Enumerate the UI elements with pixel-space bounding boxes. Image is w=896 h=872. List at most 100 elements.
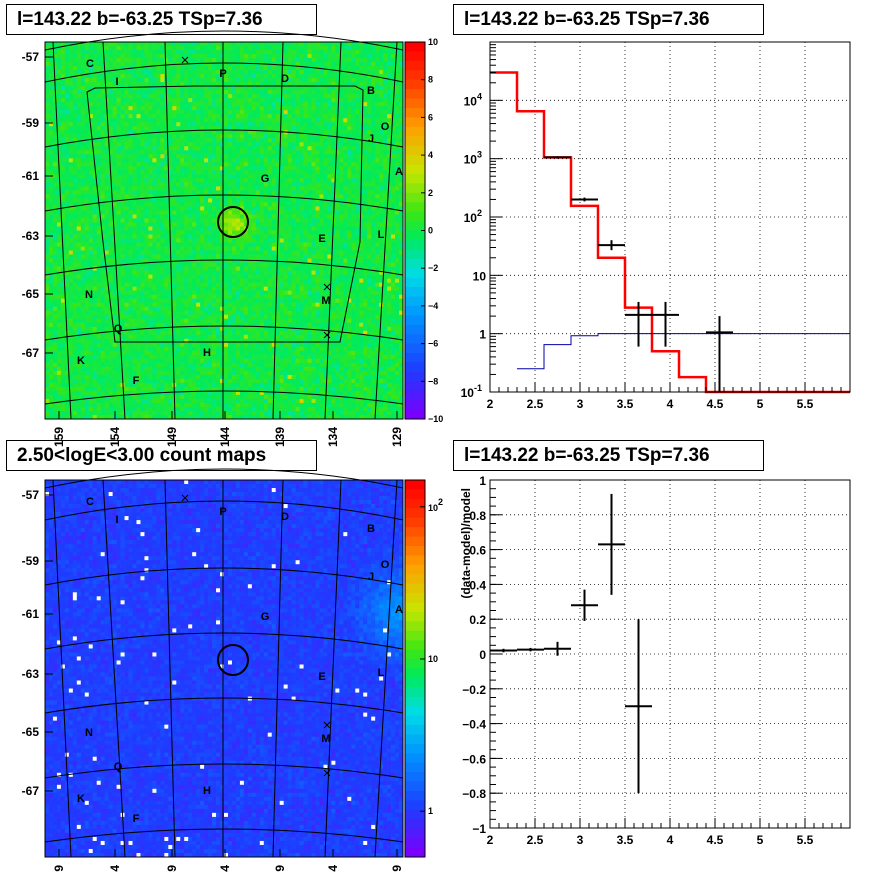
- map-pixel: [200, 222, 205, 227]
- map-pixel: [315, 250, 320, 255]
- map-pixel: [251, 90, 257, 95]
- map-pixel: [379, 50, 384, 55]
- map-pixel: [295, 150, 300, 155]
- map-pixel: [231, 138, 237, 143]
- map-pixel: [367, 46, 372, 51]
- map-pixel: [212, 246, 217, 251]
- map-pixel: [112, 142, 117, 147]
- map-pixel: [303, 170, 308, 175]
- map-pixel: [124, 190, 129, 195]
- map-pixel: [148, 118, 153, 123]
- map-pixel: [112, 102, 117, 107]
- map-pixel: [255, 50, 261, 55]
- map-pixel: [64, 166, 70, 171]
- map-pixel: [176, 46, 181, 51]
- map-pixel: [395, 158, 400, 163]
- map-pixel: [239, 118, 245, 123]
- map-pixel: [108, 162, 113, 167]
- map-pixel: [363, 182, 368, 187]
- map-pixel: [335, 50, 340, 55]
- map-pixel: [283, 46, 288, 51]
- map-pixel: [319, 158, 324, 163]
- map-pixel: [192, 114, 197, 119]
- map-pixel: [295, 62, 300, 67]
- map-pixel: [52, 230, 58, 235]
- map-pixel: [351, 170, 356, 175]
- map-pixel: [379, 258, 384, 263]
- map-pixel: [271, 110, 277, 115]
- map-pixel: [243, 202, 249, 207]
- map-pixel: [148, 94, 153, 99]
- map-pixel: [315, 134, 320, 139]
- map-pixel: [259, 194, 265, 199]
- map-pixel: [243, 190, 249, 195]
- map-pixel: [367, 198, 372, 203]
- map-pixel: [212, 178, 217, 183]
- map-pixel: [140, 166, 145, 171]
- map-pixel: [112, 98, 117, 103]
- map-pixel: [132, 238, 137, 243]
- map-pixel: [235, 154, 241, 159]
- map-pixel: [112, 166, 117, 171]
- map-pixel: [315, 102, 320, 107]
- map-pixel: [319, 214, 324, 219]
- map-pixel: [45, 182, 50, 187]
- map-pixel: [112, 222, 117, 227]
- map-pixel: [176, 242, 181, 247]
- map-pixel: [152, 174, 157, 179]
- map-pixel: [176, 154, 181, 159]
- map-pixel: [116, 54, 121, 59]
- map-pixel: [128, 106, 133, 111]
- map-pixel: [128, 234, 133, 239]
- map-pixel: [192, 142, 197, 147]
- map-pixel: [124, 162, 129, 167]
- map-pixel: [108, 194, 113, 199]
- map-pixel: [343, 182, 348, 187]
- map-pixel: [339, 178, 344, 183]
- map-pixel: [128, 86, 133, 91]
- map-pixel: [235, 122, 241, 127]
- map-pixel: [283, 154, 288, 159]
- map-pixel: [208, 246, 213, 251]
- map-pixel: [287, 50, 292, 55]
- map-pixel: [399, 142, 404, 147]
- map-pixel: [144, 254, 149, 259]
- map-pixel: [80, 154, 86, 159]
- map-pixel: [120, 246, 125, 251]
- map-pixel: [45, 74, 50, 79]
- map-pixel: [311, 86, 316, 91]
- map-pixel: [200, 98, 205, 103]
- map-pixel: [395, 142, 400, 147]
- map-pixel: [112, 110, 117, 115]
- map-pixel: [399, 206, 404, 211]
- map-pixel: [303, 234, 308, 239]
- map-pixel: [45, 94, 50, 99]
- map-pixel: [52, 182, 58, 187]
- map-pixel: [291, 66, 296, 71]
- map-pixel: [311, 54, 316, 59]
- map-pixel: [283, 150, 288, 155]
- map-pixel: [156, 230, 161, 235]
- map-pixel: [331, 122, 336, 127]
- map-pixel: [188, 182, 193, 187]
- map-pixel: [347, 94, 352, 99]
- map-pixel: [227, 86, 233, 91]
- map-pixel: [164, 186, 169, 191]
- map-pixel: [168, 178, 173, 183]
- map-pixel: [124, 246, 129, 251]
- map-pixel: [196, 178, 201, 183]
- map-pixel: [88, 146, 94, 151]
- map-pixel: [263, 242, 269, 247]
- map-pixel: [172, 50, 177, 55]
- map-pixel: [239, 90, 245, 95]
- map-pixel: [351, 182, 356, 187]
- map-pixel: [140, 174, 145, 179]
- map-pixel: [144, 122, 149, 127]
- map-pixel: [235, 138, 241, 143]
- map-pixel: [315, 58, 320, 63]
- map-pixel: [76, 222, 82, 227]
- map-pixel: [136, 142, 141, 147]
- map-pixel: [375, 214, 380, 219]
- map-pixel: [343, 166, 348, 171]
- map-pixel: [48, 126, 54, 131]
